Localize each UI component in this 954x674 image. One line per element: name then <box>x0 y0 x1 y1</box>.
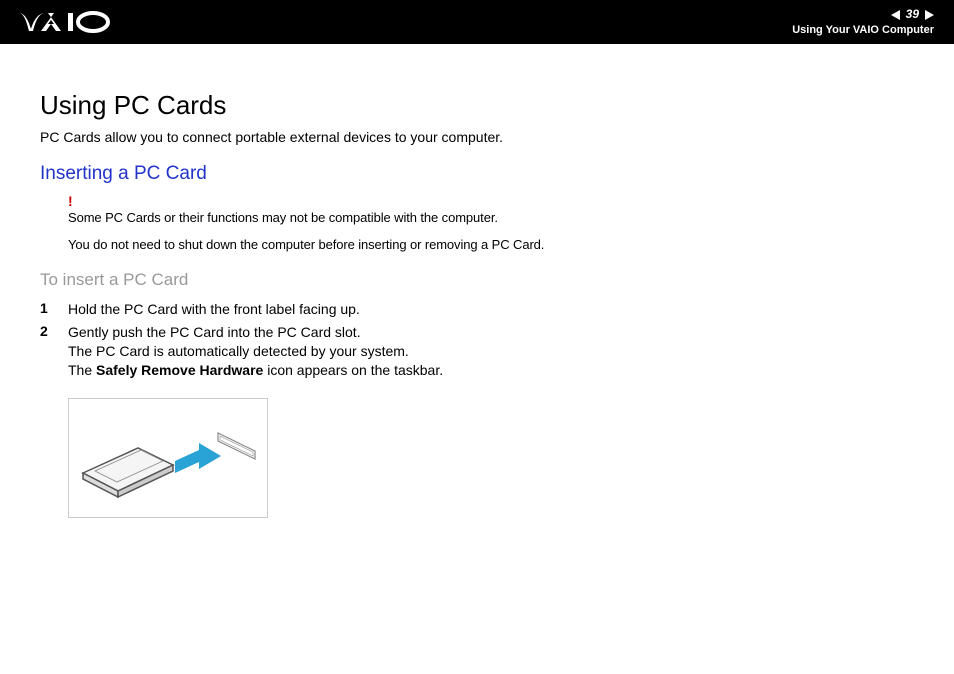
warning-line-1: Some PC Cards or their functions may not… <box>68 210 914 225</box>
arrow-icon <box>175 443 221 473</box>
warning-icon: ! <box>68 193 914 209</box>
insert-card-illustration <box>68 398 268 518</box>
procedure-heading: To insert a PC Card <box>40 270 914 290</box>
next-page-icon[interactable] <box>925 10 934 20</box>
warning-block: ! Some PC Cards or their functions may n… <box>68 193 914 252</box>
header-bar: 39 Using Your VAIO Computer <box>0 0 954 44</box>
step-list: 1 Hold the PC Card with the front label … <box>40 300 914 380</box>
prev-page-icon[interactable] <box>891 10 900 20</box>
step-2-line-1: Gently push the PC Card into the PC Card… <box>68 324 361 340</box>
step-2-line-2: The PC Card is automatically detected by… <box>68 343 409 359</box>
step-1: 1 Hold the PC Card with the front label … <box>40 300 914 319</box>
step-number: 2 <box>40 323 68 339</box>
page-number: 39 <box>904 8 921 21</box>
page-content: Using PC Cards PC Cards allow you to con… <box>0 44 954 518</box>
step-2-line-3b: icon appears on the taskbar. <box>263 362 443 378</box>
step-number: 1 <box>40 300 68 316</box>
warning-line-2: You do not need to shut down the compute… <box>68 237 914 252</box>
vaio-logo <box>18 11 110 33</box>
step-2: 2 Gently push the PC Card into the PC Ca… <box>40 323 914 380</box>
page-nav: 39 Using Your VAIO Computer <box>792 8 934 35</box>
step-text: Gently push the PC Card into the PC Card… <box>68 323 914 380</box>
slot-icon <box>218 433 255 459</box>
subtitle: Inserting a PC Card <box>40 163 914 185</box>
step-2-bold: Safely Remove Hardware <box>96 362 263 378</box>
page-title: Using PC Cards <box>40 90 914 121</box>
section-label: Using Your VAIO Computer <box>792 24 934 36</box>
step-text: Hold the PC Card with the front label fa… <box>68 300 914 319</box>
pc-card-icon <box>83 448 173 497</box>
step-2-line-3a: The <box>68 362 96 378</box>
intro-text: PC Cards allow you to connect portable e… <box>40 129 914 145</box>
